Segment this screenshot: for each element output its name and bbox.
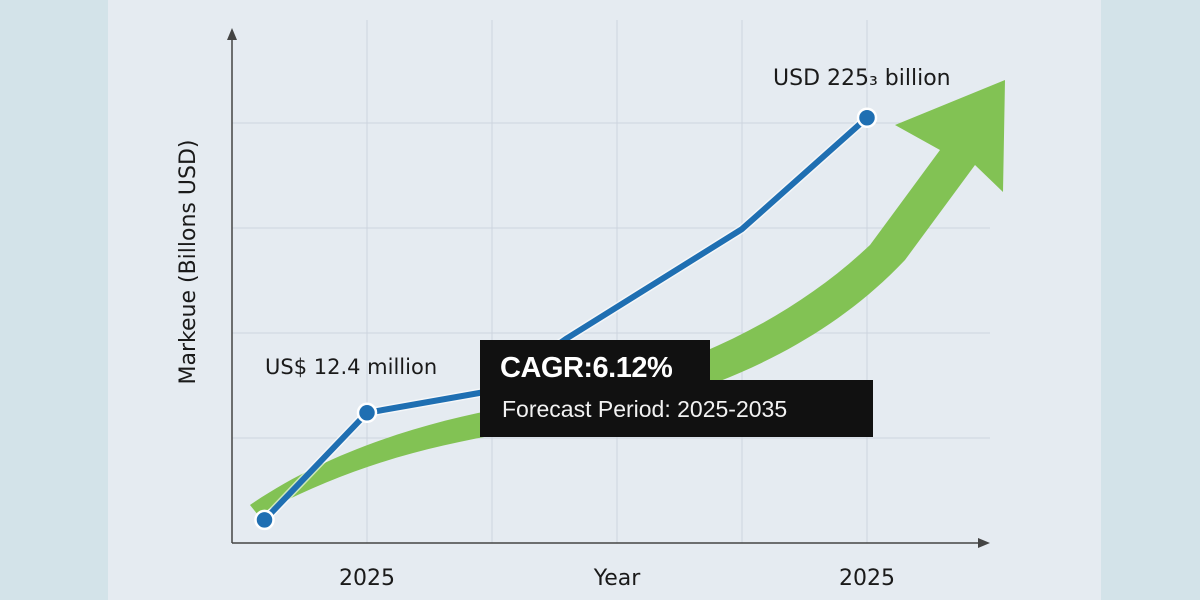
trend-arrow [250,80,1005,515]
data-point [356,402,378,424]
data-point [856,107,878,128]
y-axis-label: Markeue (Billons USD) [176,140,201,385]
forecast-period: Forecast Period: 2025-2035 [502,396,788,422]
x-axis-arrow [978,538,990,548]
cagr-title: CAGR:6.12% [500,352,673,384]
annotation-end-value: USD 225₃ billion [773,66,951,91]
annotation-start-value: US$ 12.4 million [265,355,437,379]
data-point [254,509,275,531]
grid [232,20,990,543]
x-tick-label: 2025 [339,566,395,591]
y-axis-arrow [227,28,237,40]
cagr-callout: CAGR:6.12% Forecast Period: 2025-2035 [480,340,873,437]
x-tick-label: 2025 [839,566,895,591]
x-axis-label: Year [593,566,642,591]
